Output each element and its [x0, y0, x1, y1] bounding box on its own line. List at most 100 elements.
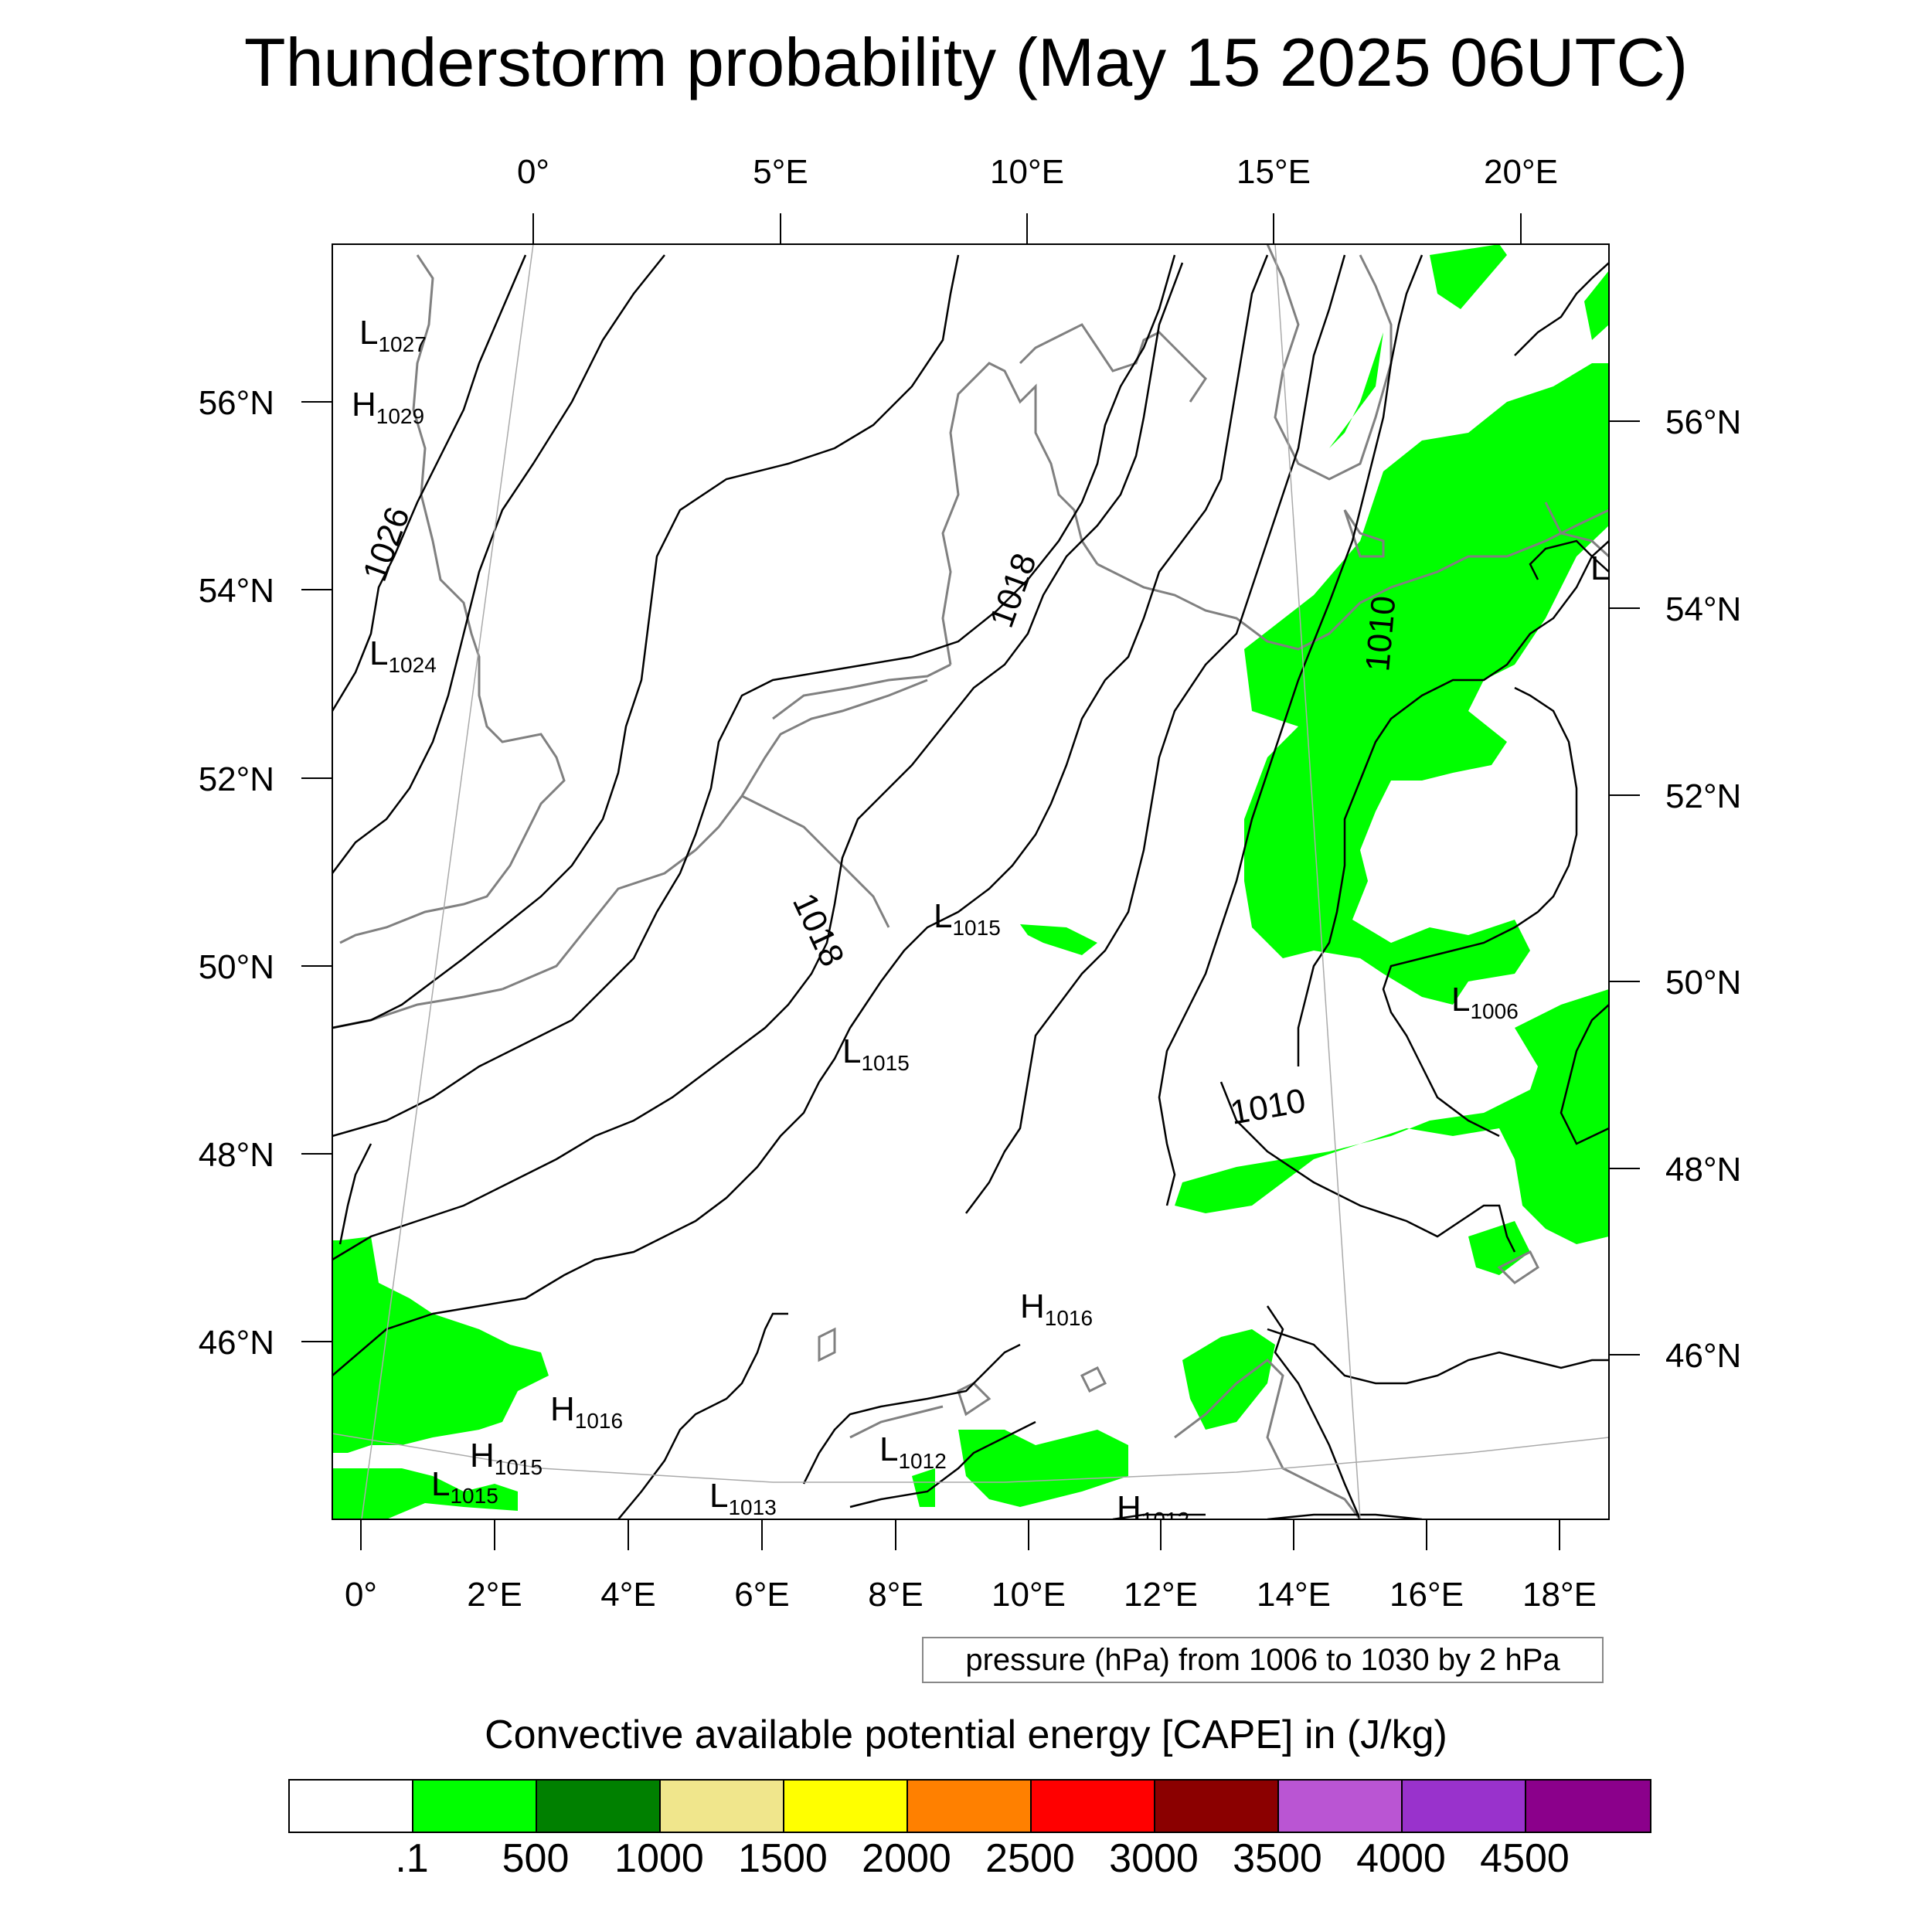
- cape-area-tirol-spots: [1020, 924, 1097, 955]
- coastline-sweden: [1266, 244, 1393, 481]
- cape-area-italy-west: [912, 1468, 935, 1507]
- pressure-centers: L1027 H1029 L1024 L1015 L1015 L1006 H101…: [352, 314, 1609, 1532]
- left-lat-label: 48°N: [199, 1136, 274, 1174]
- meridian-0: [361, 244, 534, 1519]
- top-lon-label: 5°E: [753, 153, 808, 191]
- right-latitude-labels: 56°N 54°N 52°N 50°N 48°N 46°N: [1665, 403, 1741, 1375]
- left-lat-label: 50°N: [199, 948, 274, 986]
- right-lat-label: 46°N: [1665, 1337, 1741, 1375]
- pressure-center-label: H1016: [550, 1390, 623, 1433]
- center-letter: L: [934, 897, 952, 935]
- parallel-45n: [332, 1433, 1609, 1483]
- cape-area-east-south: [1468, 1221, 1530, 1275]
- colorbar-label: 2000: [862, 1836, 951, 1881]
- isobar-10: [1267, 1328, 1609, 1385]
- coastline-adriatic: [1174, 1359, 1362, 1519]
- isobar-label-1018-north: 1018: [982, 549, 1044, 633]
- isobar-21: [1267, 1513, 1423, 1519]
- pressure-center-label: L1015: [842, 1032, 910, 1075]
- colorbar-box: [1155, 1781, 1279, 1832]
- isobar-3: [332, 254, 960, 1029]
- meridian-15e: [1274, 244, 1361, 1519]
- top-lon-label: 10°E: [990, 153, 1064, 191]
- coastline-germany-north: [941, 362, 1099, 665]
- pressure-center-label: L1012: [879, 1430, 947, 1473]
- center-value: 1016: [1045, 1306, 1093, 1330]
- center-letter: H: [550, 1390, 575, 1428]
- right-lat-label: 54°N: [1665, 590, 1741, 628]
- legend-title: Convective available potential energy [C…: [485, 1713, 1447, 1757]
- isobar-13: [1382, 686, 1578, 1138]
- colorbar: [288, 1779, 1651, 1833]
- bottom-lon-label: 12°E: [1124, 1576, 1198, 1614]
- coastline-ligurian: [849, 1405, 944, 1439]
- coastline-denmark: [1019, 323, 1207, 403]
- cape-area-adriatic: [1182, 1329, 1275, 1430]
- bottom-longitude-labels: 0° 2°E 4°E 6°E 8°E 10°E 12°E 14°E 16°E 1…: [345, 1576, 1597, 1614]
- cape-area-italy: [958, 1430, 1128, 1507]
- colorbar-label: 4000: [1356, 1836, 1446, 1881]
- isobar-7: [965, 254, 1346, 1214]
- pressure-center-label: H1012: [1117, 1489, 1189, 1532]
- isobar-17: [338, 1143, 372, 1245]
- colorbar-box: [413, 1781, 537, 1832]
- colorbar-box: [1032, 1781, 1155, 1832]
- pressure-center-label: L1015: [934, 897, 1001, 940]
- isobar-14: [1560, 1004, 1609, 1145]
- graticule: [332, 244, 1609, 1519]
- isobar-9: [1158, 254, 1423, 1206]
- cape-area-east-mid: [1175, 989, 1609, 1244]
- cape-areas: [332, 244, 1609, 1519]
- top-lon-label: 15°E: [1236, 153, 1311, 191]
- left-lat-label: 46°N: [199, 1324, 274, 1362]
- isobar-6: [332, 254, 1269, 1376]
- tick-marks: [301, 213, 1640, 1550]
- isobar-label-1026: 1026: [355, 502, 417, 587]
- coastlines: [332, 244, 1609, 1519]
- center-value: 1024: [388, 653, 436, 677]
- center-letter: L: [431, 1465, 450, 1503]
- isobar-4: [332, 254, 1176, 1138]
- colorbar-label: 3000: [1109, 1836, 1199, 1881]
- colorbar-label: 1500: [738, 1836, 828, 1881]
- cape-area-france-sw: [332, 1236, 549, 1453]
- center-letter: H: [352, 386, 376, 423]
- pressure-center-label: L1015: [431, 1465, 498, 1508]
- center-value: 1015: [450, 1484, 498, 1508]
- colorbar-box: [784, 1781, 908, 1832]
- border-france-belgium: [741, 794, 890, 928]
- center-letter: L: [369, 634, 388, 672]
- isobar-16: [1529, 539, 1609, 580]
- bottom-lon-label: 2°E: [467, 1576, 522, 1614]
- center-letter: H: [1020, 1287, 1045, 1325]
- bottom-lon-label: 6°E: [734, 1576, 789, 1614]
- pressure-center-label: L1013: [709, 1477, 777, 1519]
- center-value: 1012: [898, 1449, 946, 1473]
- center-value: 1027: [378, 332, 426, 356]
- isobar-label-1010-south: 1010: [1227, 1082, 1308, 1132]
- bottom-lon-label: 14°E: [1257, 1576, 1331, 1614]
- coastline-netherlands: [772, 663, 951, 720]
- isobar-label-1018-south: 1018: [785, 888, 852, 972]
- colorbar-label: .1: [395, 1836, 429, 1881]
- colorbar-label: 3500: [1233, 1836, 1322, 1881]
- bottom-lon-label: 0°: [345, 1576, 377, 1614]
- pressure-center-label: H1016: [1020, 1287, 1093, 1330]
- center-letter: L: [1590, 549, 1609, 587]
- center-value: 1013: [728, 1495, 776, 1519]
- plot-frame: [332, 243, 1610, 1520]
- isobars: [332, 254, 1609, 1519]
- left-lat-label: 52°N: [199, 760, 274, 798]
- chart-title: Thunderstorm probability (May 15 2025 06…: [243, 24, 1689, 100]
- center-letter: L: [709, 1477, 728, 1515]
- center-letter: L: [359, 314, 378, 352]
- coastline-lakes-alps: [818, 1327, 1107, 1417]
- top-longitude-labels: 0° 5°E 10°E 15°E 20°E: [517, 153, 1558, 191]
- colorbar-label: 1000: [614, 1836, 704, 1881]
- bottom-lon-label: 16°E: [1389, 1576, 1464, 1614]
- colorbar-box: [1526, 1781, 1650, 1832]
- right-lat-label: 56°N: [1665, 403, 1741, 441]
- left-latitude-labels: 56°N 54°N 52°N 50°N 48°N 46°N: [199, 384, 274, 1362]
- pressure-center-label: H1029: [352, 386, 424, 428]
